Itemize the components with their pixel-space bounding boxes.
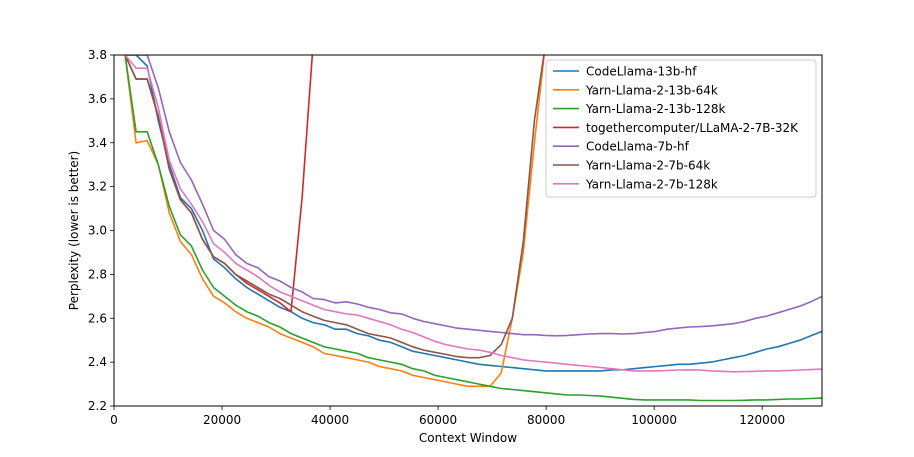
legend-box <box>545 59 817 198</box>
legend-label-5: Yarn-Llama-2-7b-64k <box>585 159 710 173</box>
x-tick-label: 80000 <box>527 413 565 427</box>
series-line-6 <box>124 55 822 373</box>
y-tick-label: 2.6 <box>88 311 107 325</box>
y-axis-ticks: 2.2 2.4 2.6 2.8 3.0 3.2 3.4 3.6 3.8 <box>88 48 114 413</box>
y-tick-label: 3.6 <box>88 92 107 106</box>
x-tick-label: 100000 <box>631 413 677 427</box>
x-tick-label: 120000 <box>739 413 785 427</box>
series-line-4 <box>135 55 822 337</box>
x-tick-label: 0 <box>110 413 118 427</box>
y-tick-label: 2.2 <box>88 399 107 413</box>
y-tick-label: 3.8 <box>88 48 107 62</box>
legend-entries: CodeLlama-13b-hf Yarn-Llama-2-13b-64k Yarn… <box>553 65 799 191</box>
series-layer <box>124 55 822 402</box>
x-axis-label: Context Window <box>419 431 517 445</box>
legend-label-1: Yarn-Llama-2-13b-64k <box>585 83 718 97</box>
x-axis-ticks: 0 20000 40000 60000 80000 100000 120000 <box>110 406 785 427</box>
legend-label-3: togethercomputer/LLaMA-2-7B-32K <box>586 121 799 135</box>
y-tick-label: 3.0 <box>88 224 107 238</box>
series-line-0 <box>124 55 822 372</box>
legend-label-0: CodeLlama-13b-hf <box>586 65 697 79</box>
x-tick-label: 40000 <box>311 413 349 427</box>
y-tick-label: 2.4 <box>88 355 107 369</box>
series-line-1 <box>124 55 545 388</box>
legend: CodeLlama-13b-hf Yarn-Llama-2-13b-64k Yarn… <box>545 59 817 198</box>
legend-label-6: Yarn-Llama-2-7b-128k <box>585 177 718 191</box>
legend-label-2: Yarn-Llama-2-13b-128k <box>585 102 726 116</box>
series-line-2 <box>124 55 822 402</box>
y-tick-label: 3.2 <box>88 180 107 194</box>
y-tick-label: 3.4 <box>88 136 107 150</box>
y-tick-label: 2.8 <box>88 267 107 281</box>
series-line-5 <box>124 55 545 359</box>
legend-label-4: CodeLlama-7b-hf <box>586 140 690 154</box>
y-axis-label: Perplexity (lower is better) <box>67 151 81 310</box>
x-tick-label: 60000 <box>419 413 457 427</box>
x-tick-label: 20000 <box>203 413 241 427</box>
